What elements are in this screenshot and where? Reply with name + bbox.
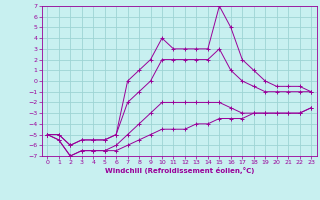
X-axis label: Windchill (Refroidissement éolien,°C): Windchill (Refroidissement éolien,°C) bbox=[105, 167, 254, 174]
